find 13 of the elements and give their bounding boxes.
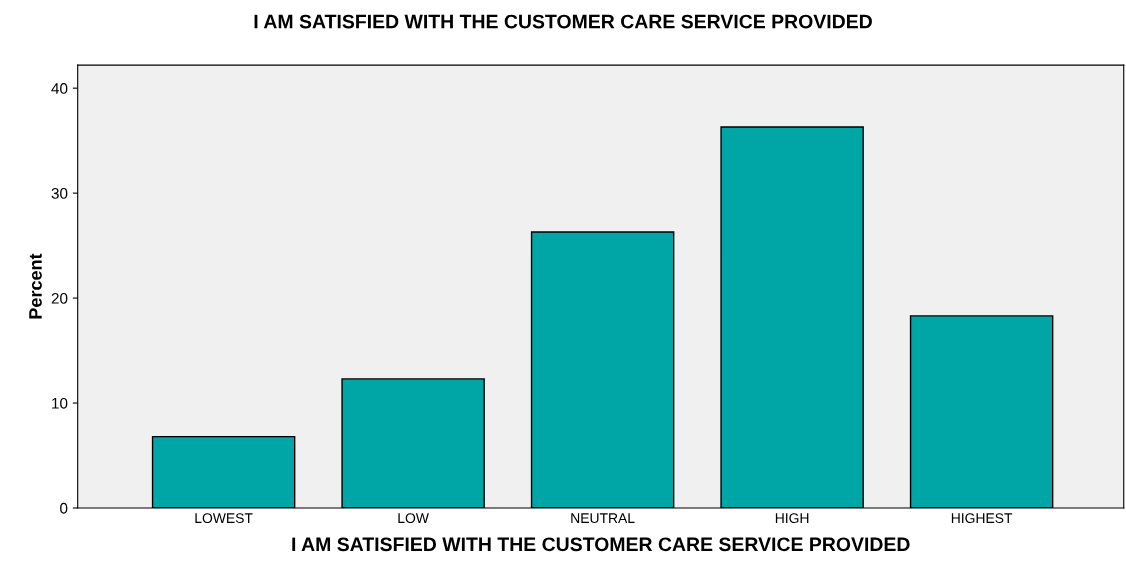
y-tick-label: 30	[51, 188, 68, 199]
x-tick-label: HIGHEST	[951, 513, 1013, 524]
y-tick-label: 40	[51, 83, 68, 94]
chart-title: I AM SATISFIED WITH THE CUSTOMER CARE SERVICE PROVIDED	[254, 14, 872, 29]
x-tick-label: HIGH	[775, 513, 809, 524]
x-tick-label: LOW	[398, 513, 429, 524]
y-tick-label: 10	[52, 397, 68, 409]
x-tick-label: NEUTRAL	[571, 513, 635, 524]
y-axis-title: Percent	[29, 253, 42, 319]
y-tick-label: 0	[60, 502, 68, 514]
x-axis-title: I AM SATISFIED WITH THE CUSTOMER CARE SERVICE PROVIDED	[292, 537, 910, 552]
y-tick-label: 20	[51, 292, 68, 304]
x-tick-label: LOWEST	[195, 513, 253, 524]
